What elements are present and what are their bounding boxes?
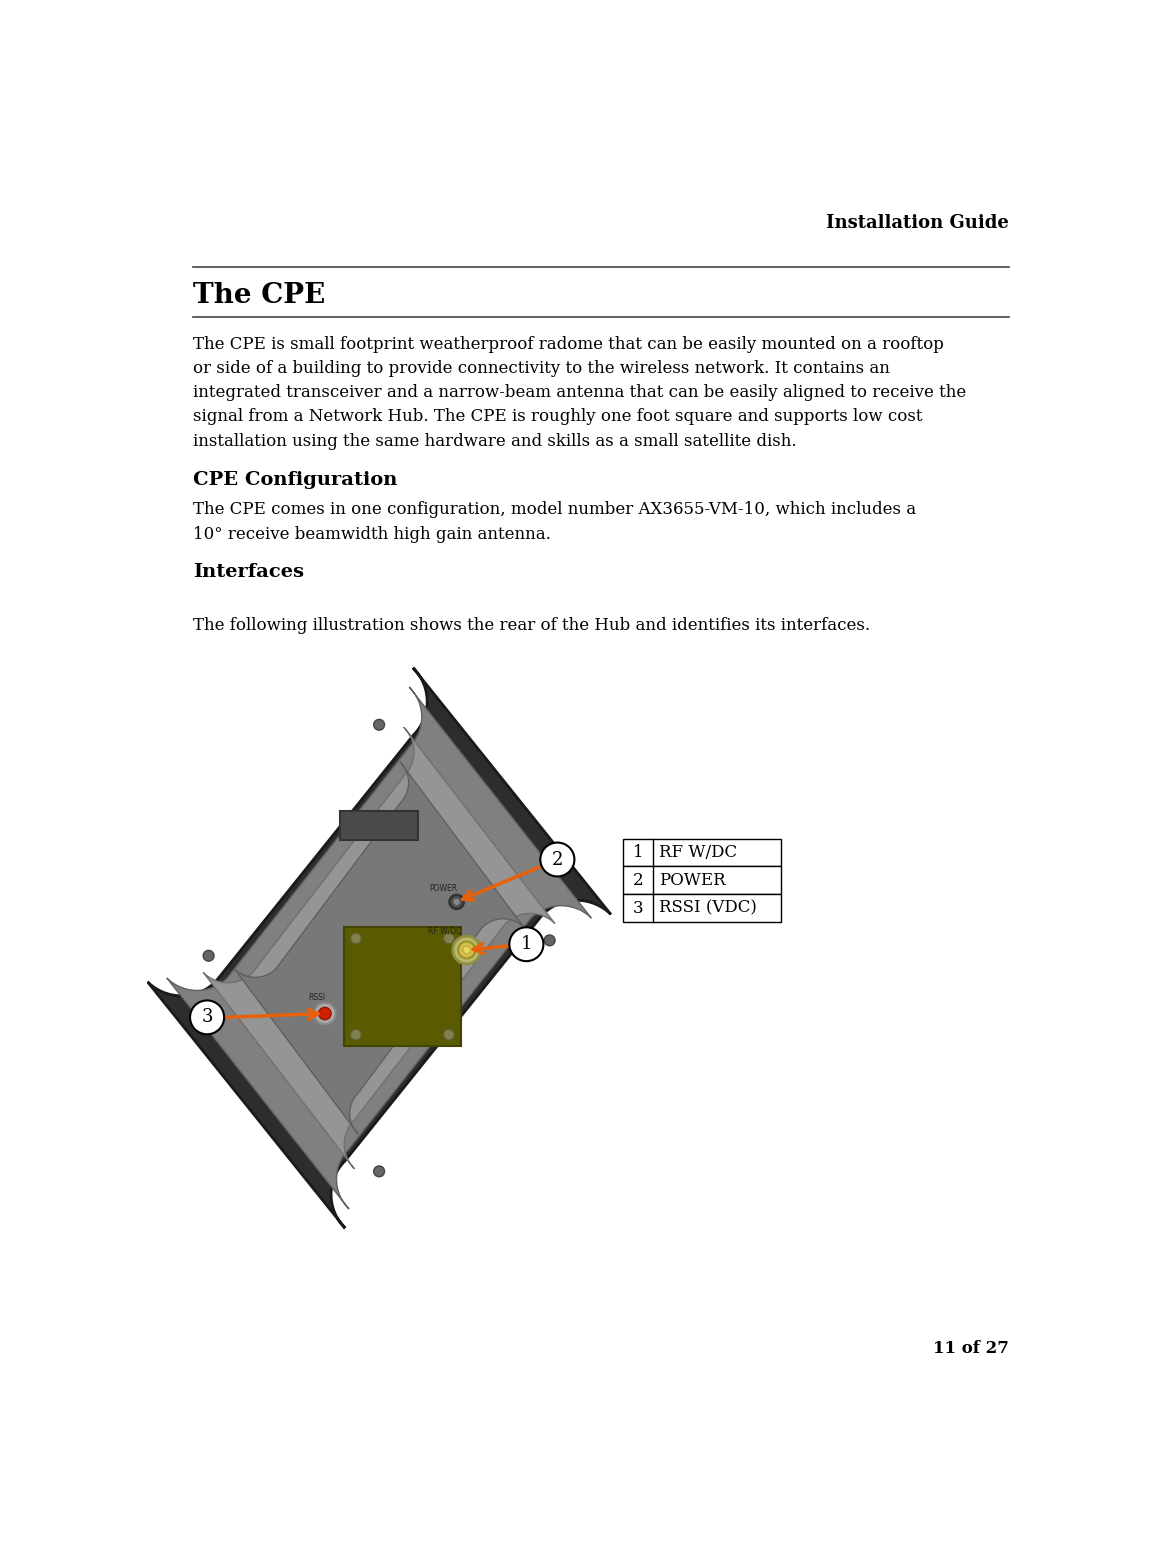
Polygon shape	[148, 667, 611, 1228]
Circle shape	[509, 927, 543, 961]
Circle shape	[541, 842, 575, 876]
Circle shape	[453, 937, 481, 964]
Text: 2: 2	[632, 872, 643, 889]
Text: RF W/DC: RF W/DC	[659, 844, 737, 861]
Circle shape	[443, 933, 454, 944]
Circle shape	[319, 1008, 331, 1020]
Text: Interfaces: Interfaces	[194, 563, 304, 580]
Text: 2: 2	[551, 850, 563, 868]
Text: The following illustration shows the rear of the Hub and identifies its interfac: The following illustration shows the rea…	[194, 618, 870, 635]
Text: 3: 3	[202, 1008, 212, 1026]
Text: Installation Guide: Installation Guide	[826, 214, 1009, 232]
Circle shape	[453, 898, 461, 906]
Circle shape	[463, 946, 470, 954]
Circle shape	[374, 720, 385, 731]
Circle shape	[351, 933, 361, 944]
Text: The CPE comes in one configuration, model number AX3655-VM-10, which includes a
: The CPE comes in one configuration, mode…	[194, 502, 916, 543]
Text: 1: 1	[521, 935, 533, 954]
Text: The CPE is small footprint weatherproof radome that can be easily mounted on a r: The CPE is small footprint weatherproof …	[194, 336, 967, 449]
Circle shape	[190, 1000, 224, 1034]
Text: RF W/DC: RF W/DC	[428, 926, 461, 935]
Text: The CPE: The CPE	[194, 282, 325, 310]
Circle shape	[351, 1029, 361, 1040]
Circle shape	[449, 895, 463, 909]
Circle shape	[374, 1166, 385, 1176]
Circle shape	[314, 1003, 335, 1025]
Text: CPE Configuration: CPE Configuration	[194, 471, 398, 489]
Text: 1: 1	[632, 844, 643, 861]
Circle shape	[544, 935, 555, 946]
Text: RSSI (VDC): RSSI (VDC)	[659, 899, 757, 916]
Polygon shape	[167, 687, 591, 1209]
Bar	[623, 867, 780, 895]
Text: 11 of 27: 11 of 27	[934, 1341, 1009, 1358]
Polygon shape	[203, 728, 555, 1169]
Text: 3: 3	[632, 899, 643, 916]
Bar	[340, 811, 418, 841]
Bar	[623, 839, 780, 867]
Text: POWER: POWER	[429, 884, 457, 893]
Circle shape	[203, 950, 213, 961]
Circle shape	[443, 1029, 454, 1040]
Polygon shape	[235, 762, 524, 1135]
Text: POWER: POWER	[659, 872, 726, 889]
Text: RSSI: RSSI	[307, 992, 325, 1002]
Bar	[344, 927, 461, 1046]
Circle shape	[459, 941, 475, 958]
Bar	[623, 895, 780, 923]
